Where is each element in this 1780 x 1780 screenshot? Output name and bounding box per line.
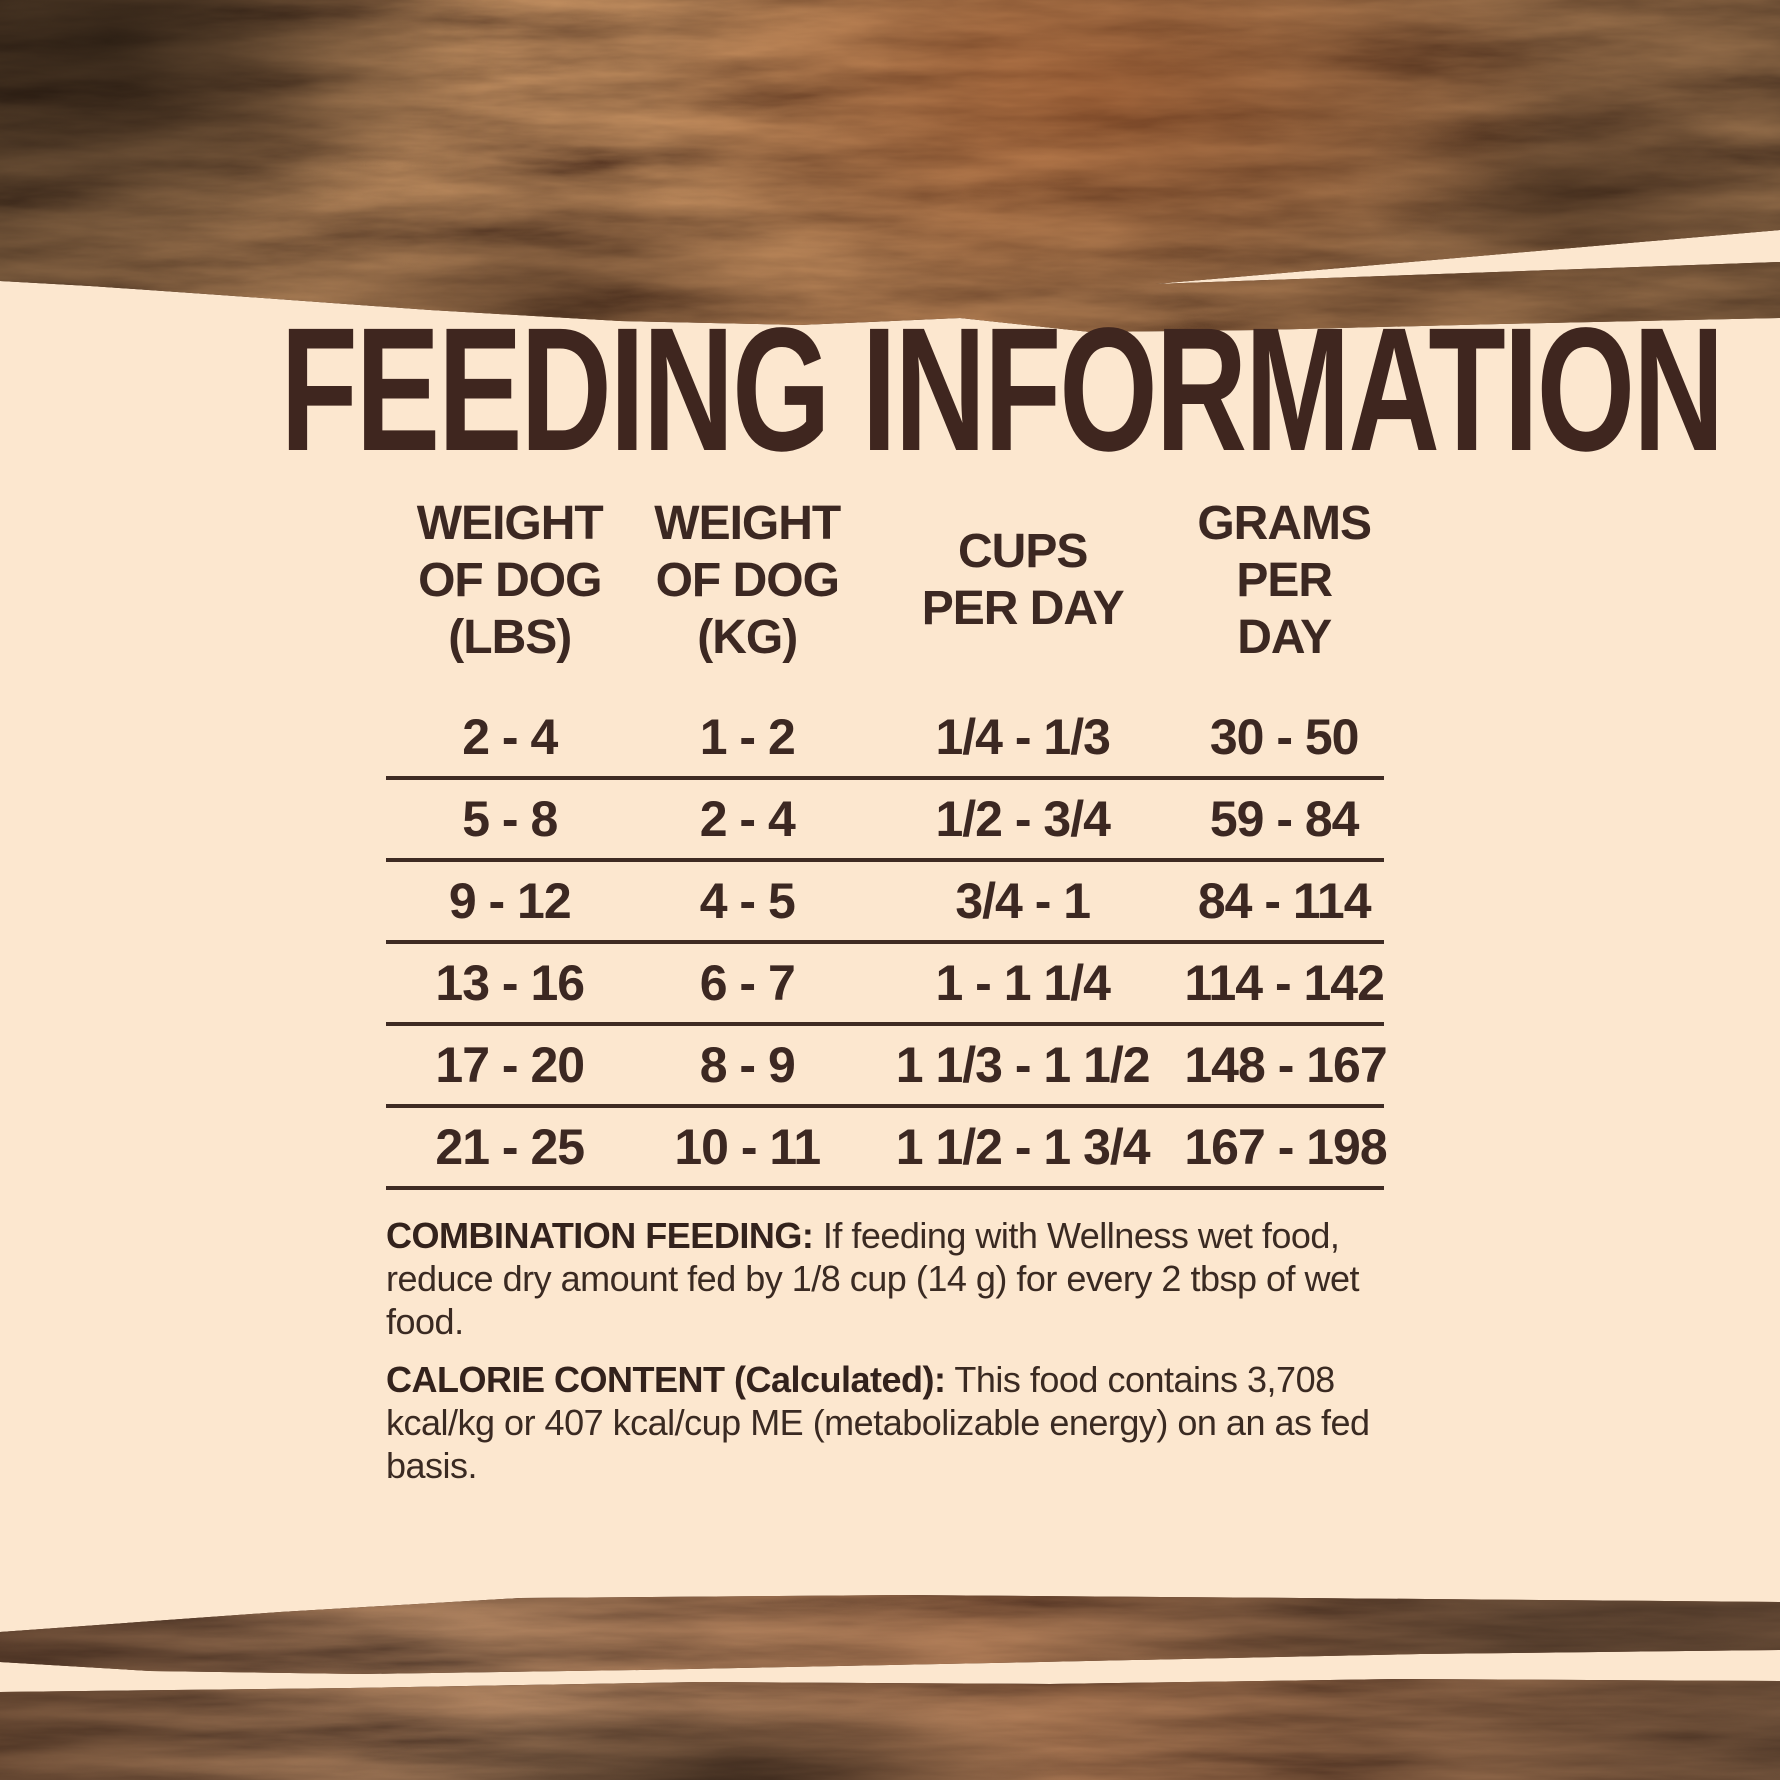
wood-texture-strip <box>0 1595 1780 1674</box>
table-cell: 1 1/3 - 1 1/2 <box>895 1037 1151 1093</box>
table-cell: 1 - 1 1/4 <box>935 955 1110 1011</box>
table-cell: 5 - 8 <box>462 791 558 847</box>
row-divider <box>386 858 1384 862</box>
row-divider <box>386 1186 1384 1190</box>
row-divider <box>386 1022 1384 1026</box>
feeding-table-body: 2 - 4 1 - 2 1/4 - 1/3 30 - 50 5 - 8 2 - 4 1/2 … <box>386 698 1388 1190</box>
table-cell: 2 - 4 <box>462 709 558 765</box>
wood-shading-top <box>0 0 1780 332</box>
table-cell: 8 - 9 <box>699 1037 796 1093</box>
table-row: 5 - 8 2 - 4 1/2 - 3/4 59 - 84 <box>386 780 1384 858</box>
table-cell: 1/2 - 3/4 <box>935 791 1110 847</box>
table-cell: 1 1/2 - 1 3/4 <box>895 1119 1151 1175</box>
column-header: WEIGHT OF DOG (KG) <box>654 496 841 664</box>
table-cell: 13 - 16 <box>435 955 585 1011</box>
table-row: 21 - 25 10 - 11 1 1/2 - 1 3/4 167 - 198 <box>386 1108 1387 1186</box>
table-cell: 21 - 25 <box>435 1119 585 1175</box>
page-title-wrap: FEEDING INFORMATION <box>0 302 1780 478</box>
table-cell: 10 - 11 <box>674 1119 821 1175</box>
table-row: 13 - 16 6 - 7 1 - 1 1/4 114 - 142 <box>386 944 1385 1022</box>
table-cell: 84 - 114 <box>1197 873 1372 929</box>
table-cell: 59 - 84 <box>1209 791 1360 847</box>
row-divider <box>386 940 1384 944</box>
note-label: COMBINATION FEEDING: <box>386 1215 814 1256</box>
table-row: 2 - 4 1 - 2 1/4 - 1/3 30 - 50 <box>386 698 1384 776</box>
note-paragraph: CALORIE CONTENT (Calculated): This food … <box>386 1359 1370 1486</box>
page-title: FEEDING INFORMATION <box>280 292 1724 488</box>
feeding-table-header: WEIGHT OF DOG (LBS) WEIGHT OF DOG (KG) CUP… <box>386 475 1384 685</box>
wood-shading-strip <box>0 1595 1780 1674</box>
table-row: 9 - 12 4 - 5 3/4 - 1 84 - 114 <box>386 862 1384 940</box>
column-header: CUPS PER DAY <box>921 525 1125 635</box>
table-cell: 30 - 50 <box>1209 709 1360 765</box>
table-cell: 114 - 142 <box>1184 955 1385 1011</box>
wood-texture-bottom <box>0 1679 1780 1780</box>
table-cell: 3/4 - 1 <box>955 873 1091 929</box>
row-divider <box>386 776 1384 780</box>
table-cell: 1/4 - 1/3 <box>935 709 1110 765</box>
table-cell: 4 - 5 <box>699 873 796 929</box>
wood-shading-bottom <box>0 1679 1780 1780</box>
table-cell: 1 - 2 <box>699 709 796 765</box>
table-cell: 6 - 7 <box>699 955 796 1011</box>
table-cell: 2 - 4 <box>699 791 796 847</box>
table-cell: 148 - 167 <box>1184 1037 1387 1093</box>
note-paragraph: COMBINATION FEEDING: If feeding with Wel… <box>386 1215 1360 1342</box>
table-cell: 167 - 198 <box>1184 1119 1387 1175</box>
wood-texture-top <box>0 0 1780 332</box>
table-cell: 17 - 20 <box>435 1037 585 1093</box>
table-cell: 9 - 12 <box>448 873 572 929</box>
column-header: GRAMS PER DAY <box>1197 496 1372 664</box>
column-header: WEIGHT OF DOG (LBS) <box>416 496 604 664</box>
note-label: CALORIE CONTENT (Calculated): <box>386 1359 946 1400</box>
feeding-notes: COMBINATION FEEDING: If feeding with Wel… <box>386 1214 1396 1502</box>
table-row: 17 - 20 8 - 9 1 1/3 - 1 1/2 148 - 167 <box>386 1026 1387 1104</box>
row-divider <box>386 1104 1384 1108</box>
